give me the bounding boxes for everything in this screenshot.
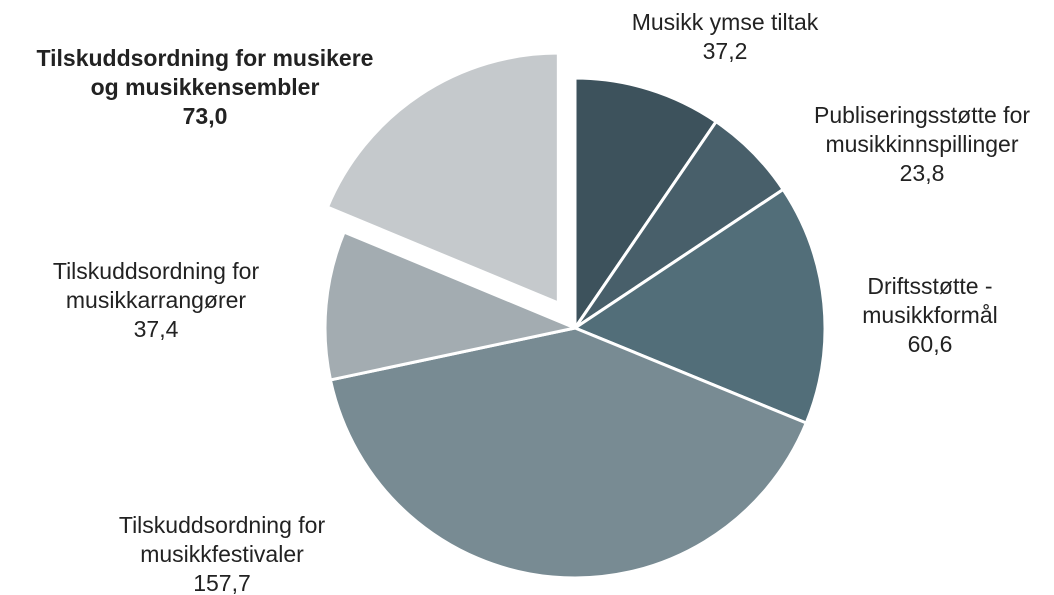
slice-label-publiseringsstotte: Publiseringsstøtte for musikkinnspilling… [792,101,1052,188]
slice-label-driftsstotte: Driftsstøtte - musikkformål 60,6 [830,272,1030,359]
pie-slice-4 [328,326,808,580]
slice-label-line: musikkformål [862,302,998,328]
slice-label-line: musikkarrangører [65,287,247,313]
slice-value-label: 60,6 [907,331,953,357]
pie-slice-3 [573,187,827,425]
pie-slice-1 [573,76,718,330]
slice-value-label: 37,4 [133,316,179,342]
slice-label-line: og musikkensembler [90,74,320,100]
slice-value-label: 23,8 [899,160,945,186]
slice-label-line: Driftsstøtte - [867,273,993,299]
slice-label-line: Tilskuddsordning for [52,258,260,284]
slice-label-musikkarrangorer: Tilskuddsordning for musikkarrangører 37… [0,257,312,344]
slice-label-line: Tilskuddsordning for [118,512,326,538]
slice-label-line: Musikk ymse tiltak [631,9,819,35]
pie-slice-5 [323,230,577,382]
slice-value-label: 157,7 [193,570,251,595]
slice-label-line: musikkfestivaler [140,541,304,567]
slice-label-musikere-ensembler: Tilskuddsordning for musikere og musikke… [0,44,410,131]
slice-label-line: Tilskuddsordning for musikere [36,45,374,71]
slice-value-label: 73,0 [182,103,228,129]
pie-slices [323,51,827,580]
slice-label-line: musikkinnspillinger [825,131,1019,157]
slice-label-line: Publiseringsstøtte for [813,102,1031,128]
slice-value-label: 37,2 [702,38,748,64]
slice-label-musikk-ymse-tiltak: Musikk ymse tiltak 37,2 [540,8,910,66]
slice-label-musikkfestivaler: Tilskuddsordning for musikkfestivaler 15… [72,511,372,595]
pie-slice-6 [325,51,560,305]
